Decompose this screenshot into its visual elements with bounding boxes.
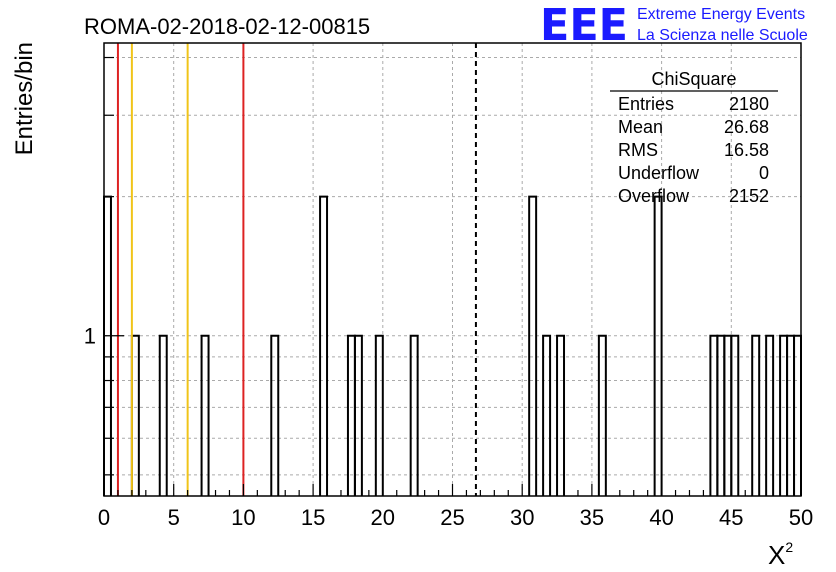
histogram-bin: [528, 195, 538, 496]
chart-title: ROMA-02-2018-02-12-00815: [84, 14, 370, 39]
stats-label: RMS: [618, 140, 658, 160]
histogram-bin: [542, 334, 552, 496]
histogram-bin: [374, 334, 384, 496]
x-tick-label: 35: [580, 505, 604, 530]
histogram-bin: [556, 334, 566, 496]
x-tick-label: 45: [719, 505, 743, 530]
histogram-bin: [200, 334, 210, 496]
reference-lines: [116, 43, 477, 496]
grid: [104, 43, 801, 496]
histogram-bin: [158, 334, 168, 496]
logo-line2: La Scienza nelle Scuole: [637, 27, 808, 44]
stats-label: Overflow: [618, 186, 690, 206]
stats-value: 26.68: [724, 117, 769, 137]
stats-rows: Entries 2180 Mean 26.68 RMS 16.58 Underflow 0 Ov…: [618, 94, 769, 206]
stats-value: 16.58: [724, 140, 769, 160]
stats-value: 0: [759, 163, 769, 183]
x-tick-label: 20: [371, 505, 395, 530]
x-tick-label: 40: [649, 505, 673, 530]
y-tick-label: 1: [84, 324, 96, 349]
y-axis-label: Entries/bin: [11, 42, 38, 155]
x-tick-label: 30: [510, 505, 534, 530]
histogram-bin: [730, 334, 740, 496]
histogram-bin: [597, 334, 607, 496]
stats-label: Mean: [618, 117, 663, 137]
histogram-bin: [765, 334, 775, 496]
x-axis-label-sup: 2: [785, 539, 793, 555]
stats-label: Entries: [618, 94, 674, 114]
x-axis-ticks: 0 5 10 15 20 25 30 35 40 45 50: [98, 484, 813, 530]
x-tick-label: 50: [789, 505, 813, 530]
stats-value: 2152: [729, 186, 769, 206]
x-axis-label: X2: [768, 539, 793, 570]
eee-logo: EEE Extreme Energy Events La Scienza nel…: [540, 0, 808, 51]
stats-label: Underflow: [618, 163, 700, 183]
stats-title: ChiSquare: [651, 69, 736, 89]
histogram-bin: [653, 195, 663, 496]
histogram-bin: [270, 334, 280, 496]
x-tick-label: 25: [440, 505, 464, 530]
stats-value: 2180: [729, 94, 769, 114]
x-tick-label: 0: [98, 505, 110, 530]
x-axis-label-main: X: [768, 540, 785, 570]
stats-box: ChiSquare Entries 2180 Mean 26.68 RMS 16.58 Un…: [610, 69, 778, 206]
y-axis-ticks: 1: [84, 56, 124, 476]
logo-line1: Extreme Energy Events: [637, 6, 805, 23]
x-tick-label: 10: [231, 505, 255, 530]
histogram-bin: [319, 195, 329, 496]
histogram-bin: [409, 334, 419, 496]
histogram-bin: [353, 334, 363, 496]
x-tick-label: 5: [168, 505, 180, 530]
histogram-bin: [751, 334, 761, 496]
x-tick-label: 15: [301, 505, 325, 530]
